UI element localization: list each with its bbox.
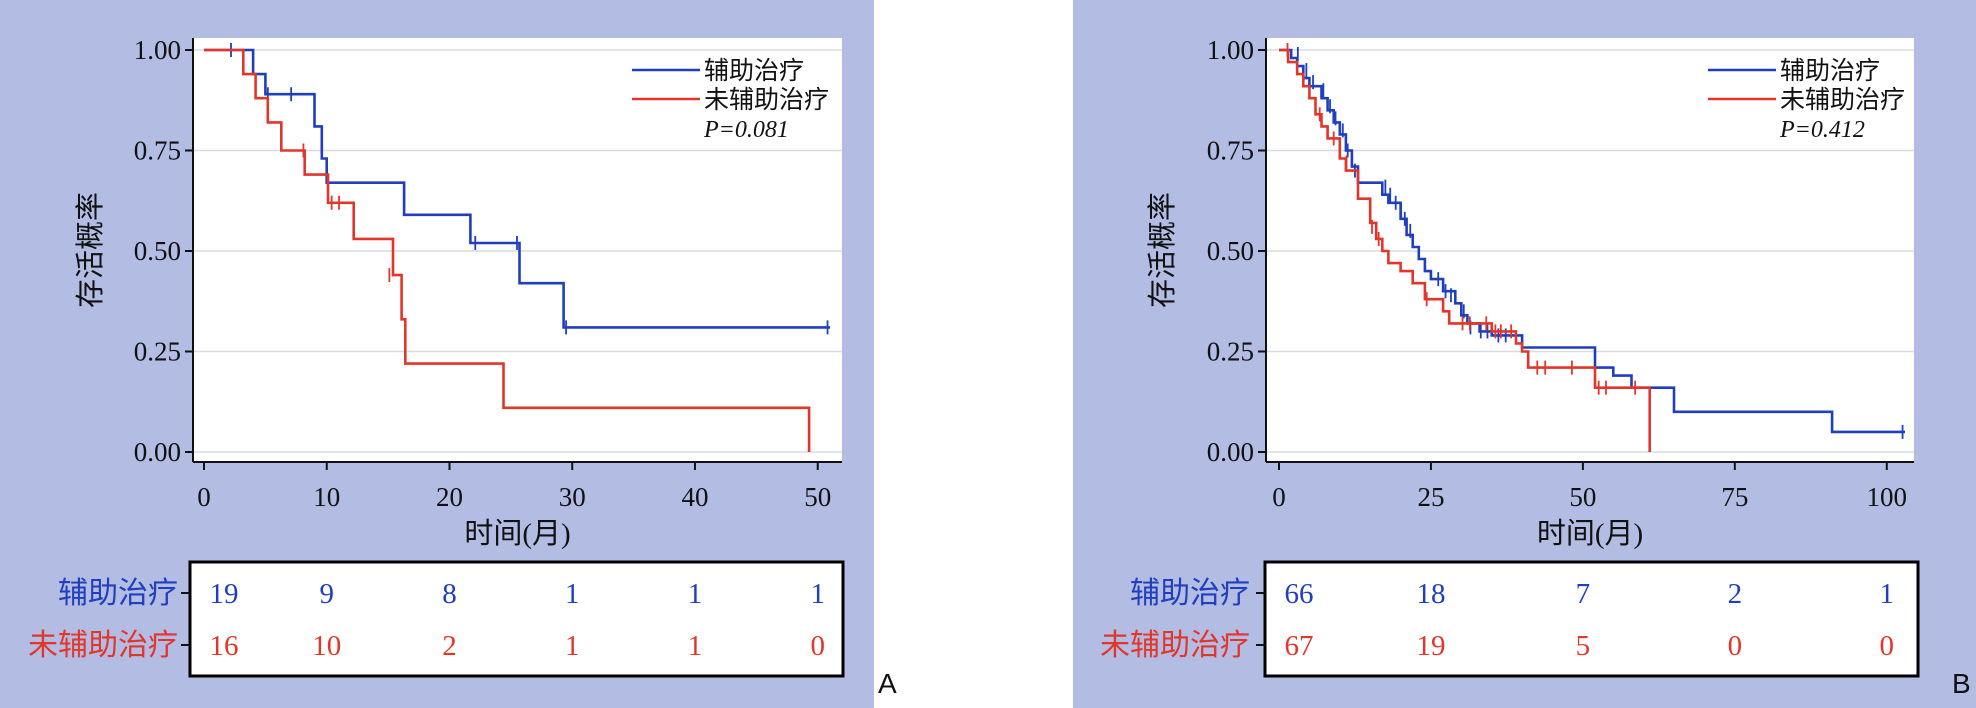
risk-value: 5 (1576, 630, 1591, 662)
y-tick-label: 0.25 (134, 337, 181, 367)
legend-label: 辅助治疗 (704, 57, 804, 85)
risk-value: 1 (688, 630, 703, 662)
p-value: P=0.412 (1779, 117, 1865, 143)
risk-value: 10 (312, 630, 341, 662)
risk-value: 18 (1416, 578, 1445, 610)
series-line-adjuvant (1279, 48, 1905, 434)
series-line-adjuvant (204, 48, 830, 329)
risk-value: 2 (442, 630, 457, 662)
risk-value: 2 (1728, 578, 1743, 610)
y-tick-label: 1.00 (134, 35, 181, 65)
series-line-no-adjuvant (204, 48, 811, 452)
risk-value: 1 (810, 578, 825, 610)
x-tick-label: 50 (1569, 482, 1596, 512)
risk-value: 1 (688, 578, 703, 610)
x-tick-label: 100 (1867, 482, 1908, 512)
x-tick-label: 0 (1272, 482, 1286, 512)
series-line-no-adjuvant (1279, 48, 1651, 452)
panel-label-a: A (878, 668, 897, 699)
legend-label: 辅助治疗 (1780, 57, 1880, 85)
x-axis-label: 时间(月) (464, 517, 570, 550)
panel-label-b: B (1952, 668, 1971, 699)
risk-value: 8 (442, 578, 457, 610)
legend-label: 未辅助治疗 (1780, 86, 1905, 114)
risk-value: 0 (1880, 630, 1895, 662)
y-tick-label: 0.75 (1207, 136, 1254, 166)
risk-value: 1 (565, 578, 580, 610)
y-axis-label: 存活概率 (74, 192, 107, 308)
risk-row-label: 未辅助治疗 (1100, 629, 1250, 662)
risk-table-box (188, 560, 845, 678)
risk-value: 7 (1576, 578, 1591, 610)
risk-value: 67 (1285, 630, 1314, 662)
risk-value: 66 (1285, 578, 1314, 610)
y-tick-label: 0.75 (134, 136, 181, 166)
x-axis-label: 时间(月) (1537, 517, 1643, 550)
x-tick-label: 10 (313, 482, 340, 512)
y-tick-label: 1.00 (1207, 35, 1254, 65)
risk-value: 0 (810, 630, 825, 662)
plot-area (1266, 38, 1914, 462)
x-tick-label: 0 (197, 482, 211, 512)
risk-value: 19 (210, 578, 239, 610)
y-tick-label: 0.50 (1207, 236, 1254, 266)
risk-value: 1 (565, 630, 580, 662)
x-tick-label: 75 (1721, 482, 1748, 512)
risk-value: 1 (1880, 578, 1895, 610)
risk-value: 9 (319, 578, 334, 610)
y-axis-label: 存活概率 (1146, 192, 1179, 308)
risk-row-label: 未辅助治疗 (28, 629, 178, 662)
y-tick-label: 0.00 (134, 437, 181, 467)
risk-row-label: 辅助治疗 (1130, 577, 1250, 610)
x-tick-label: 20 (436, 482, 463, 512)
x-tick-label: 40 (681, 482, 708, 512)
x-tick-label: 50 (804, 482, 831, 512)
p-value: P=0.081 (703, 117, 789, 143)
risk-value: 19 (1416, 630, 1445, 662)
risk-value: 0 (1728, 630, 1743, 662)
x-tick-label: 30 (559, 482, 586, 512)
y-tick-label: 0.50 (134, 236, 181, 266)
risk-table-box (1263, 560, 1920, 678)
risk-row-label: 辅助治疗 (58, 577, 178, 610)
x-tick-label: 25 (1417, 482, 1444, 512)
legend-label: 未辅助治疗 (704, 86, 829, 114)
risk-value: 16 (210, 630, 239, 662)
y-tick-label: 0.00 (1207, 437, 1254, 467)
y-tick-label: 0.25 (1207, 337, 1254, 367)
plot-area (193, 38, 842, 462)
